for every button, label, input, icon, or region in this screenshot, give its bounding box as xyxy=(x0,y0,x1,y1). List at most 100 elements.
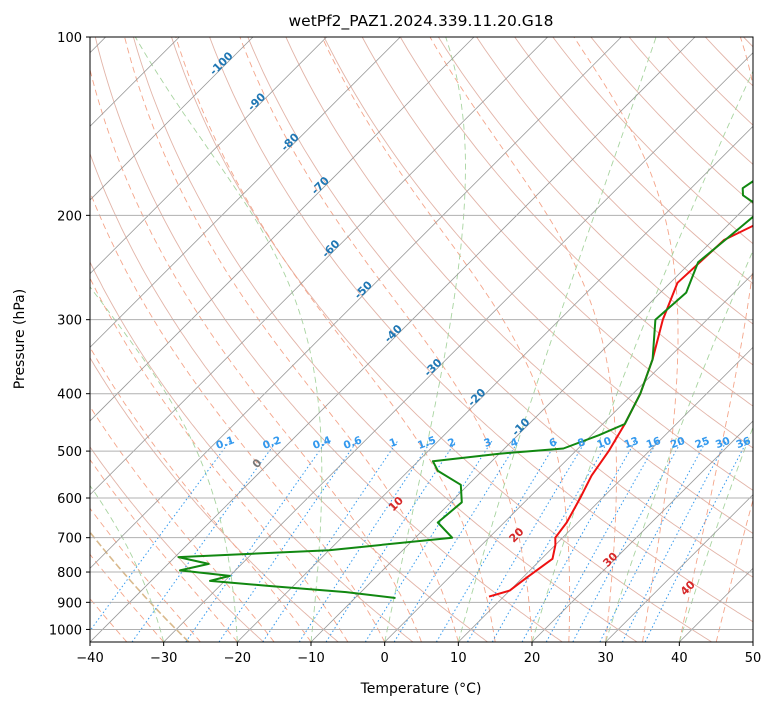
mixing-ratio-label: 1.5 xyxy=(416,434,438,452)
x-tick-label: 50 xyxy=(745,651,762,666)
mixing-ratio-line xyxy=(572,440,683,642)
mixing-ratio-line xyxy=(521,440,637,642)
y-tick-label: 700 xyxy=(57,532,82,547)
y-tick-label: 200 xyxy=(57,209,82,224)
isobar-gridlines xyxy=(90,37,753,630)
mixing-ratio-label: 3 xyxy=(482,436,493,450)
y-tick-label: 100 xyxy=(57,31,82,46)
moist-adiabat xyxy=(90,553,165,642)
y-tick-label: 1000 xyxy=(49,623,82,638)
dry-adiabat xyxy=(438,37,753,366)
isotherm-line xyxy=(752,641,753,642)
isotherm-line xyxy=(90,37,696,642)
dry-adiabat xyxy=(361,37,753,449)
dry-adiabat xyxy=(399,37,753,407)
x-tick-label: 20 xyxy=(524,651,541,666)
moist-adiabat xyxy=(90,405,275,642)
isotherm-line xyxy=(163,52,753,642)
mixing-ratio-line xyxy=(185,440,328,642)
mixing-ratio-label: 0.2 xyxy=(261,434,283,452)
mixing-ratio-label: 4 xyxy=(509,436,520,450)
moist-adiabat xyxy=(90,277,349,642)
mixing-ratio-label: 1 xyxy=(388,436,399,450)
mixing-ratio-line xyxy=(90,440,231,632)
x-tick-label: −40 xyxy=(76,651,103,666)
y-tick-label: 900 xyxy=(57,596,82,611)
moist-adiabat xyxy=(124,37,459,642)
mixing-ratio-line xyxy=(545,440,659,642)
profile-series xyxy=(177,180,753,599)
dry-adiabat xyxy=(247,37,753,578)
y-axis-label: Pressure (hPa) xyxy=(12,289,28,389)
mixing-ratio-line xyxy=(298,440,432,642)
dry-adiabat xyxy=(323,37,753,491)
dry-adiabat xyxy=(90,152,488,642)
isotherm-line xyxy=(90,37,327,275)
dry-adiabat xyxy=(476,37,753,325)
mixing-ratio-line xyxy=(435,440,558,642)
x-tick-label: 30 xyxy=(597,651,614,666)
moist-adiabat xyxy=(90,507,201,642)
mixing-ratio-label: 6 xyxy=(548,436,559,450)
dry-adiabat xyxy=(171,37,712,642)
mixing-ratio-line xyxy=(218,440,358,642)
moist-adiabat xyxy=(90,190,386,642)
saturated-adiabat xyxy=(678,426,753,642)
mixing-ratio-label: 0.4 xyxy=(311,434,333,452)
moist-adiabat xyxy=(175,37,496,642)
y-tick-label: 400 xyxy=(57,388,82,403)
saturated-adiabat xyxy=(384,37,466,642)
isotherm-line xyxy=(531,420,753,642)
mixing-ratio-label: 25 xyxy=(693,435,711,451)
y-tick-label: 800 xyxy=(57,566,82,581)
moist-adiabat xyxy=(90,458,238,642)
mixing-ratio-label: 16 xyxy=(645,435,663,451)
x-tick-label: −30 xyxy=(150,651,177,666)
isotherm-line xyxy=(384,273,753,642)
mixing-ratio-label: 30 xyxy=(714,435,732,451)
y-tick-label: 500 xyxy=(57,445,82,460)
mixing-ratio-label: 2 xyxy=(446,436,457,450)
mixing-ratio-line xyxy=(467,440,587,642)
isotherm-line xyxy=(605,494,753,642)
mixing-ratio-label: 20 xyxy=(669,435,687,451)
dry-adiabat xyxy=(209,37,753,623)
moist-adiabat xyxy=(573,37,679,642)
dry-adiabat xyxy=(94,37,563,642)
mixing-ratio-label: 0.6 xyxy=(342,434,364,452)
chart-title: wetPf2_PAZ1.2024.339.11.20.G18 xyxy=(289,12,554,31)
saturated-adiabat xyxy=(457,37,657,642)
mixing-ratio-label: 0.1 xyxy=(214,434,236,452)
isotherm-line xyxy=(90,37,475,422)
isotherm-line xyxy=(237,125,753,642)
isotherms xyxy=(90,37,753,642)
y-tick-label: 600 xyxy=(57,492,82,507)
mixing-ratio-label: 36 xyxy=(735,435,753,451)
mixing-ratio-line xyxy=(644,440,748,642)
x-axis-label: Temperature (°C) xyxy=(360,681,482,697)
mixing-ratio-line xyxy=(364,440,493,642)
x-tick-label: 40 xyxy=(671,651,688,666)
moist-adiabat xyxy=(239,37,533,642)
dry-adiabat xyxy=(132,37,638,642)
mixing-ratio-line xyxy=(262,440,399,642)
dry-adiabat xyxy=(514,37,753,285)
isotherm-line xyxy=(90,37,401,348)
dry-adiabat xyxy=(90,356,339,642)
dewpoint-line xyxy=(177,180,753,599)
mixing-ratio-label: 10 xyxy=(595,435,613,451)
x-tick-label: 10 xyxy=(450,651,467,666)
dry-adiabat xyxy=(285,37,753,535)
moist-adiabat xyxy=(429,37,617,642)
dry-adiabat xyxy=(90,446,264,642)
isotherm-line xyxy=(90,37,622,569)
y-tick-label: 300 xyxy=(57,314,82,329)
plot-frame xyxy=(89,36,754,643)
moist-adiabat xyxy=(752,640,753,642)
saturated-adiabat xyxy=(134,37,323,642)
moist-adiabat xyxy=(715,498,753,642)
saturated-adiabat xyxy=(90,286,238,642)
moist-adiabat xyxy=(90,598,128,642)
isotherm-line xyxy=(458,346,753,642)
